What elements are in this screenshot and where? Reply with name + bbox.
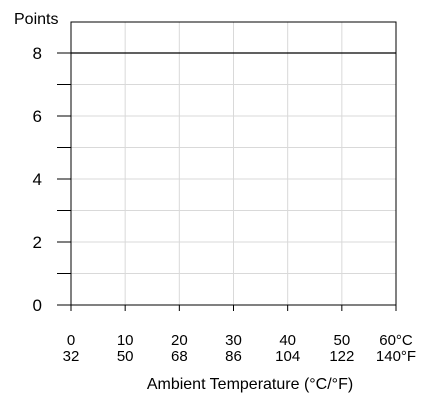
x-tick-label-c: 50 [333,332,350,349]
x-tick-label-c: 20 [171,332,188,349]
x-tick-label-c: 40 [279,332,296,349]
x-tick-label-f: 86 [225,348,242,365]
x-axis-label: Ambient Temperature (°C/°F) [147,376,353,393]
y-tick-label: 8 [33,44,42,63]
x-tick-label-f: 122 [329,348,354,365]
axis-ticks [57,52,397,311]
x-tick-label-c: 60°C [379,332,413,349]
y-tick-label: 0 [33,296,42,315]
x-tick-label-c: 0 [67,332,75,349]
x-tick-label-c: 10 [117,332,134,349]
x-tick-label-f: 140°F [376,348,416,365]
x-tick-label-f: 32 [63,348,80,365]
x-tick-label-c: 30 [225,332,242,349]
y-tick-label: 4 [33,170,42,189]
y-tick-label: 2 [33,233,42,252]
grid-lines [71,22,396,305]
y-axis-label: Points [14,11,58,28]
x-tick-label-f: 104 [275,348,300,365]
y-tick-label: 6 [33,107,42,126]
x-tick-label-f: 50 [117,348,134,365]
x-tick-label-f: 68 [171,348,188,365]
